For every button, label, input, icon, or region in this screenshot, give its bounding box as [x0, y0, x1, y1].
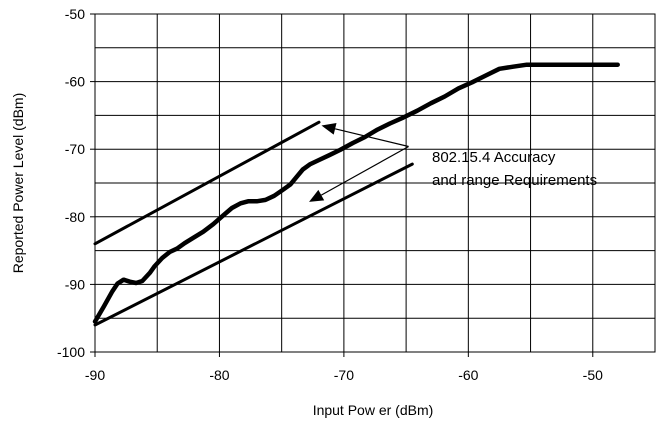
y-tick-label: -100 — [57, 344, 85, 360]
series-upper-limit — [93, 120, 321, 246]
annotation-arrow-line — [320, 145, 409, 196]
y-tick-label: -90 — [65, 276, 85, 292]
annotation-arrowhead — [321, 122, 337, 135]
axis-ticks — [90, 13, 594, 357]
y-axis-label: Reported Power Level (dBm) — [10, 93, 26, 274]
annotation: 802.15.4 Accuracy and range Requirements — [309, 122, 597, 202]
tick-labels: -90 -80 -70 -60 -50-50-60-70-80-90-100 — [57, 6, 603, 383]
y-tick-label: -70 — [65, 141, 85, 157]
y-tick-label: -50 — [65, 6, 85, 22]
series-reported-power — [92, 62, 620, 324]
series-group — [92, 62, 620, 327]
y-tick-label: -60 — [65, 74, 85, 90]
x-tick-label: -50 — [583, 367, 603, 383]
x-tick-label: -90 — [85, 367, 105, 383]
annotation-arrowhead — [309, 189, 325, 202]
annotation-arrow-line — [334, 128, 409, 148]
y-tick-label: -80 — [65, 209, 85, 225]
x-tick-label: -60 — [458, 367, 478, 383]
x-tick-label: -80 — [209, 367, 229, 383]
plot-border — [94, 13, 656, 353]
x-axis-label: Input Pow er (dBm) — [313, 402, 434, 418]
annotation-line-1: 802.15.4 Accuracy — [432, 149, 556, 166]
x-tick-label: -70 — [334, 367, 354, 383]
annotation-line-2: and range Requirements — [432, 172, 597, 189]
series-lower-limit — [93, 162, 414, 327]
